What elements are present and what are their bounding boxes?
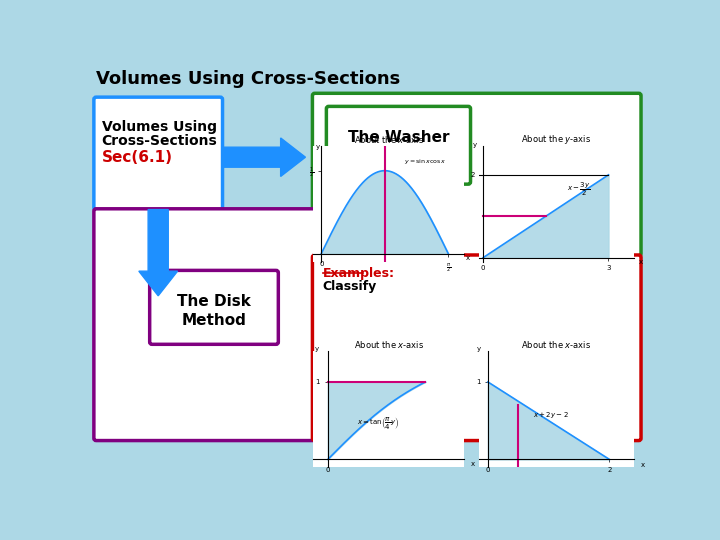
FancyBboxPatch shape xyxy=(90,65,648,92)
Text: y: y xyxy=(315,346,319,352)
FancyBboxPatch shape xyxy=(94,97,222,210)
Text: Volumes Using Cross-Sections: Volumes Using Cross-Sections xyxy=(96,70,400,87)
Text: $x - \dfrac{3y}{2}$: $x - \dfrac{3y}{2}$ xyxy=(567,180,590,198)
Text: x: x xyxy=(471,461,475,467)
Text: x: x xyxy=(641,462,645,468)
Text: x: x xyxy=(466,255,470,261)
FancyBboxPatch shape xyxy=(150,271,279,345)
Title: About the $x$-axis: About the $x$-axis xyxy=(354,339,424,350)
FancyBboxPatch shape xyxy=(312,93,641,256)
Text: $y = \sin x \cos x$: $y = \sin x \cos x$ xyxy=(404,157,446,166)
Text: Examples:: Examples: xyxy=(323,267,395,280)
Text: y: y xyxy=(315,144,320,150)
Title: About the $x$-axis: About the $x$-axis xyxy=(354,134,424,145)
Title: About the $x$-axis: About the $x$-axis xyxy=(521,339,591,350)
FancyBboxPatch shape xyxy=(312,255,641,441)
Text: $x = \tan\!\left(\dfrac{\pi}{4}y\right)$: $x = \tan\!\left(\dfrac{\pi}{4}y\right)$ xyxy=(357,415,400,431)
Text: Method: Method xyxy=(366,150,431,165)
Text: Volumes Using: Volumes Using xyxy=(102,120,217,134)
Text: The Washer: The Washer xyxy=(348,131,449,145)
FancyArrow shape xyxy=(139,210,178,296)
Text: Method: Method xyxy=(181,313,246,328)
FancyBboxPatch shape xyxy=(326,106,471,184)
Text: Sec(6.1): Sec(6.1) xyxy=(102,150,173,165)
Text: x: x xyxy=(639,259,643,265)
Text: $x + 2y - 2$: $x + 2y - 2$ xyxy=(534,410,570,420)
Text: Classify: Classify xyxy=(323,280,377,293)
Text: Cross-Sections: Cross-Sections xyxy=(102,134,217,148)
Title: About the $y$-axis: About the $y$-axis xyxy=(521,133,591,146)
FancyArrow shape xyxy=(222,138,305,177)
Text: The Disk: The Disk xyxy=(177,294,251,309)
Text: y: y xyxy=(472,141,477,147)
FancyBboxPatch shape xyxy=(94,209,315,441)
Text: y: y xyxy=(477,346,481,352)
